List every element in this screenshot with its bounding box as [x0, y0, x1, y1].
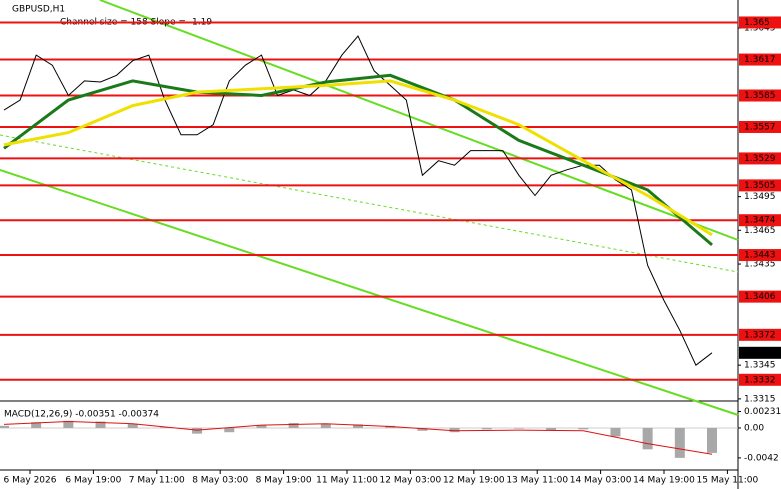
series-line: [3, 420, 713, 455]
macd-tick-label: 0.00231: [744, 407, 781, 417]
macd-bar: [546, 427, 557, 431]
level-label: 1.365: [744, 18, 770, 28]
level-tag: [739, 373, 781, 386]
x-tick-label: 8 May 19:00: [256, 476, 312, 486]
level-label: 1.3474: [744, 216, 776, 226]
x-tick-label: 14 May 19:00: [633, 476, 695, 486]
macd-bar: [224, 427, 235, 433]
y-tick-label: 1.3465: [744, 226, 776, 236]
macd-bar: [192, 427, 203, 434]
y-tick-label: 1.3435: [744, 260, 776, 270]
macd-bar: [256, 425, 267, 428]
level-label: 1.3332: [744, 375, 776, 385]
level-tag: [739, 214, 781, 227]
level-tag: [739, 249, 781, 262]
level-tag: [739, 89, 781, 102]
macd-tick-label: -0.0042: [744, 453, 779, 463]
level-tag: [739, 53, 781, 66]
last-price-label: 1.3356: [744, 348, 776, 358]
macd-label: MACD(12,26,9) -0.00351 -0.00374: [4, 410, 159, 420]
level-label: 1.3557: [744, 122, 776, 132]
y-tick-label: 1.3645: [744, 24, 776, 34]
level-tag: [739, 179, 781, 192]
level-label: 1.3443: [744, 251, 776, 261]
macd-bar: [320, 423, 331, 428]
y-tick-label: 1.3315: [744, 394, 776, 404]
macd-bar: [610, 427, 621, 437]
macd-bar: [578, 427, 589, 430]
series-line: [3, 73, 713, 247]
level-label: 1.3529: [744, 154, 776, 164]
x-tick-label: 8 May 03:00: [192, 476, 248, 486]
level-label: 1.3585: [744, 91, 776, 101]
macd-bar: [31, 422, 42, 428]
x-tick-label: 12 May 03:00: [380, 476, 442, 486]
macd-bar: [95, 421, 106, 428]
y-tick-label: 1.3495: [744, 192, 776, 202]
channel-upper: [99, 0, 739, 241]
level-tag: [739, 328, 781, 341]
macd-bar: [288, 422, 299, 428]
macd-bar: [707, 427, 717, 453]
level-tag: [739, 16, 781, 29]
level-label: 1.3372: [744, 330, 776, 340]
macd-bar: [417, 427, 428, 431]
last-price-tag: [739, 346, 781, 359]
level-tag: [739, 152, 781, 165]
y-tick-label: 1.3345: [744, 361, 776, 371]
x-tick-label: 14 May 03:00: [570, 476, 632, 486]
macd-bar: [513, 427, 524, 429]
chart-title: GBPUSD,H1: [12, 5, 65, 15]
x-tick-label: 13 May 11:00: [506, 476, 568, 486]
level-label: 1.3406: [744, 292, 776, 302]
x-tick-label: 6 May 2026: [4, 476, 57, 486]
macd-tick-label: 0.00: [744, 423, 764, 433]
channel-middle: [0, 134, 739, 273]
series-line: [3, 79, 713, 237]
level-tag: [739, 290, 781, 303]
macd-bar: [449, 427, 460, 433]
x-tick-label: 15 May 11:00: [697, 476, 759, 486]
level-tag: [739, 120, 781, 133]
macd-bar: [353, 424, 363, 428]
level-label: 1.3617: [744, 55, 776, 65]
macd-bar: [0, 425, 9, 428]
macd-bar: [481, 427, 492, 430]
macd-bar: [63, 420, 74, 428]
channel-lower: [0, 169, 739, 416]
level-label: 1.3505: [744, 181, 776, 191]
x-tick-label: 6 May 19:00: [65, 476, 121, 486]
macd-bar: [674, 427, 685, 458]
x-tick-label: 7 May 11:00: [129, 476, 185, 486]
macd-bar: [642, 427, 653, 450]
macd-bar: [127, 423, 138, 428]
x-tick-label: 12 May 19:00: [443, 476, 505, 486]
x-tick-label: 11 May 11:00: [316, 476, 378, 486]
macd-bar: [159, 427, 170, 428]
